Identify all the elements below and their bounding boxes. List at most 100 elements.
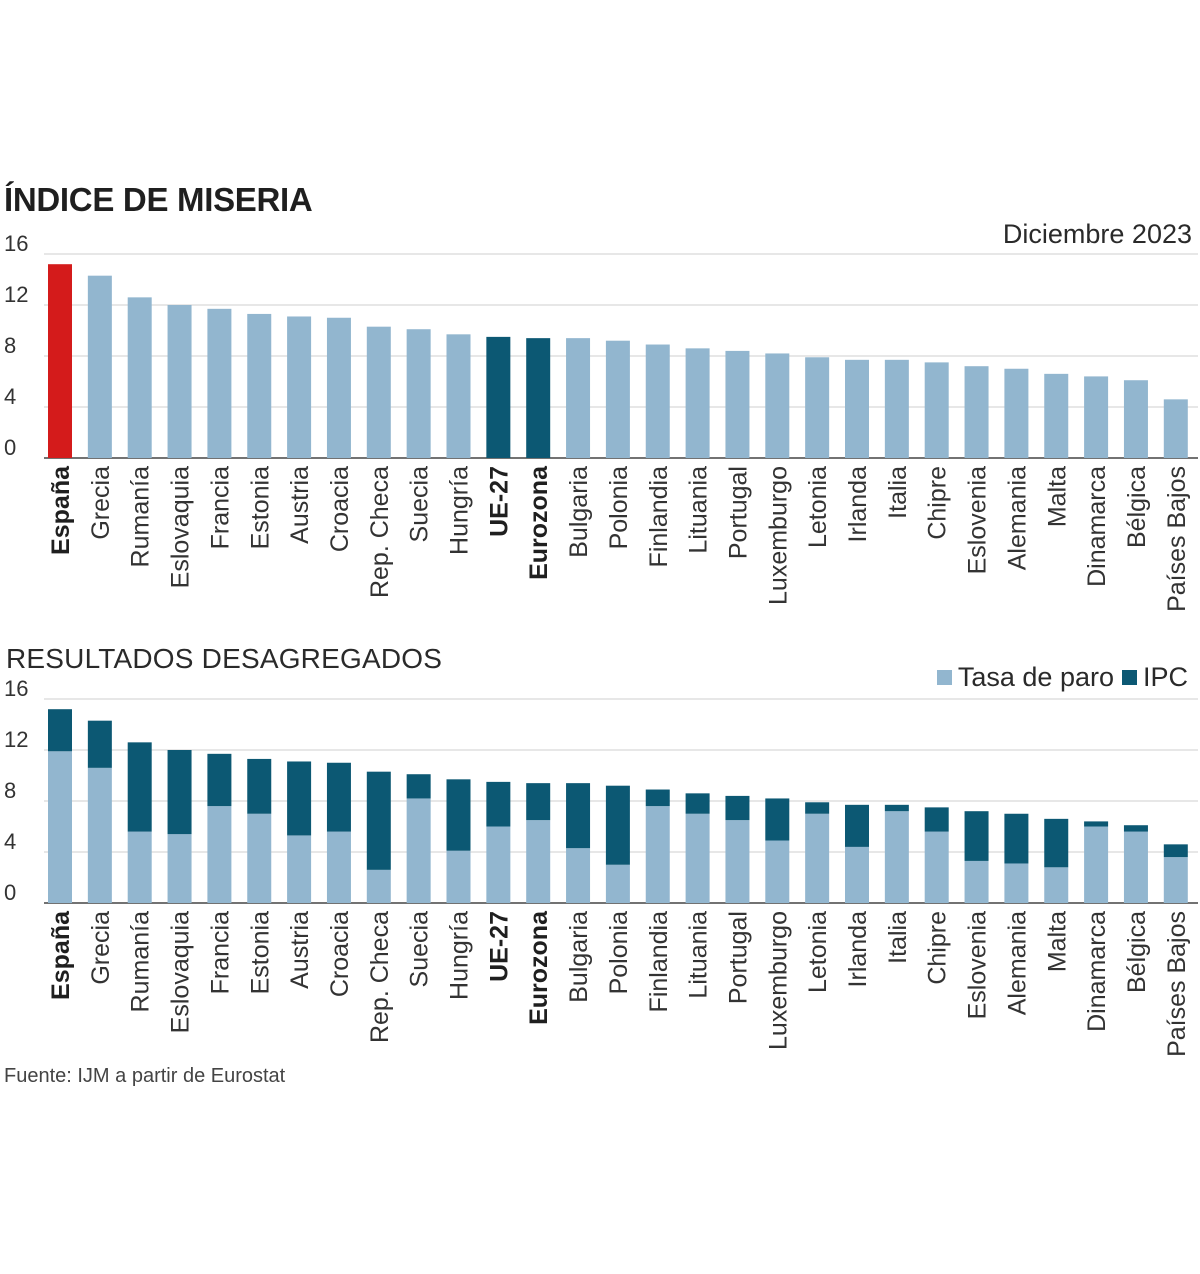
c2-y-tick-16: 16	[4, 676, 28, 701]
c2-x-label-hungria: Hungría	[446, 911, 474, 1000]
c2-bar-alemania-tasa-de-paro	[1004, 863, 1029, 903]
c1-y-tick-4: 4	[4, 384, 16, 409]
c2-x-label-rep-checa: Rep. Checa	[366, 911, 394, 1043]
c2-bar-francia-ipc	[207, 753, 232, 807]
c1-bar-letonia	[805, 357, 830, 458]
c2-bar-austria-ipc	[287, 761, 312, 836]
c2-bar-eslovenia-ipc	[964, 811, 989, 861]
c2-y-tick-0: 0	[4, 880, 16, 905]
c2-bar-paises-bajos-tasa-de-paro	[1163, 857, 1188, 903]
c1-x-label-letonia: Letonia	[804, 466, 832, 548]
c2-bar-finlandia-ipc	[645, 789, 670, 807]
chart-subtitle-date: Diciembre 2023	[1002, 219, 1192, 249]
c2-bar-ue-27-tasa-de-paro	[486, 826, 511, 903]
c2-bar-eurozona-tasa-de-paro	[526, 820, 551, 903]
c2-bar-rep-checa-tasa-de-paro	[366, 869, 391, 903]
c1-x-label-luxemburgo: Luxemburgo	[764, 466, 792, 605]
c1-bar-austria	[287, 316, 312, 458]
c2-bar-letonia-ipc	[805, 802, 830, 814]
c2-bar-suecia-ipc	[406, 774, 431, 799]
c2-bar-italia-tasa-de-paro	[884, 811, 909, 903]
c2-bar-bulgaria-tasa-de-paro	[566, 848, 591, 903]
legend-label-ipc: IPC	[1142, 662, 1188, 692]
c1-bar-malta	[1044, 373, 1069, 458]
c2-bar-estonia-ipc	[247, 758, 272, 814]
c1-x-label-chipre: Chipre	[924, 466, 952, 540]
c1-x-label-hungria: Hungría	[446, 466, 474, 555]
c2-x-label-irlanda: Irlanda	[844, 911, 872, 988]
c2-x-label-croacia: Croacia	[326, 911, 354, 997]
c1-bar-italia	[884, 359, 909, 458]
c2-x-label-ue-27: UE-27	[485, 911, 513, 982]
c2-x-label-chipre: Chipre	[924, 911, 952, 985]
c2-x-label-espana: España	[47, 910, 75, 1000]
c1-bar-suecia	[406, 329, 431, 458]
c1-x-label-estonia: Estonia	[246, 466, 274, 549]
c2-x-label-alemania: Alemania	[1003, 911, 1031, 1015]
c2-x-label-suecia: Suecia	[406, 911, 434, 988]
c2-x-label-polonia: Polonia	[605, 911, 633, 994]
c2-bar-belgica-ipc	[1123, 825, 1148, 832]
c2-bar-hungria-tasa-de-paro	[446, 850, 471, 903]
c2-bar-suecia-tasa-de-paro	[406, 798, 431, 903]
c1-x-label-ue-27: UE-27	[485, 466, 513, 537]
c2-bar-rumania-ipc	[127, 742, 152, 832]
c2-bar-grecia-tasa-de-paro	[87, 767, 112, 903]
chart-title-desagregados: RESULTADOS DESAGREGADOS	[6, 643, 443, 674]
c2-x-label-letonia: Letonia	[804, 911, 832, 993]
c1-x-label-bulgaria: Bulgaria	[565, 466, 593, 558]
c2-bar-rep-checa-ipc	[366, 771, 391, 870]
c2-x-label-luxemburgo: Luxemburgo	[764, 911, 792, 1050]
c2-bar-eslovenia-tasa-de-paro	[964, 860, 989, 903]
c2-bar-malta-tasa-de-paro	[1044, 867, 1069, 903]
c2-bar-irlanda-ipc	[845, 804, 869, 847]
c2-bar-espana-ipc	[48, 709, 72, 752]
c2-bar-croacia-tasa-de-paro	[326, 831, 351, 903]
c2-bar-chipre-tasa-de-paro	[924, 831, 949, 903]
c1-x-label-eslovenia: Eslovenia	[964, 466, 992, 574]
c1-x-label-paises-bajos: Países Bajos	[1163, 466, 1191, 612]
c1-bar-belgica	[1123, 380, 1148, 458]
c2-x-label-austria: Austria	[286, 911, 314, 989]
c2-x-label-eslovaquia: Eslovaquia	[167, 911, 195, 1033]
c2-bar-eslovaquia-tasa-de-paro	[167, 834, 192, 903]
c2-bar-croacia-ipc	[326, 762, 351, 832]
c1-bar-eslovenia	[964, 366, 989, 458]
c2-x-label-lituania: Lituania	[685, 911, 713, 999]
c1-bar-paises-bajos	[1163, 399, 1188, 458]
c2-x-label-dinamarca: Dinamarca	[1083, 911, 1111, 1032]
c1-x-label-suecia: Suecia	[406, 466, 434, 543]
c2-bar-dinamarca-tasa-de-paro	[1084, 826, 1109, 903]
legend-item-paro: Tasa de paro	[936, 662, 1114, 693]
c1-y-tick-0: 0	[4, 435, 16, 460]
c1-bar-alemania	[1004, 368, 1029, 458]
c2-bar-grecia-ipc	[87, 720, 112, 768]
legend-item-ipc: IPC	[1121, 662, 1188, 693]
c2-bar-lituania-tasa-de-paro	[685, 813, 710, 903]
c2-y-tick-8: 8	[4, 778, 16, 803]
c1-x-label-grecia: Grecia	[87, 466, 115, 540]
c1-bar-hungria	[446, 334, 471, 458]
c2-bar-estonia-tasa-de-paro	[247, 813, 272, 903]
c2-bar-malta-ipc	[1044, 818, 1069, 868]
c2-bar-luxemburgo-tasa-de-paro	[765, 840, 790, 903]
c2-x-label-paises-bajos: Países Bajos	[1163, 911, 1191, 1057]
c2-bar-luxemburgo-ipc	[765, 798, 790, 841]
c1-x-label-belgica: Bélgica	[1123, 466, 1151, 548]
legend-swatch-ipc	[1121, 670, 1137, 685]
c2-bar-lituania-ipc	[685, 793, 710, 814]
c1-bar-finlandia	[645, 344, 670, 458]
c1-bar-ue-27	[486, 336, 511, 458]
c1-bar-eurozona	[526, 338, 551, 458]
c1-x-label-italia: Italia	[884, 466, 912, 519]
c1-bar-chipre	[924, 362, 949, 458]
c2-bar-austria-tasa-de-paro	[287, 835, 312, 903]
c2-bar-polonia-ipc	[605, 785, 630, 865]
c1-x-label-croacia: Croacia	[326, 466, 354, 552]
c2-bar-dinamarca-ipc	[1084, 821, 1109, 827]
c2-x-label-finlandia: Finlandia	[645, 911, 673, 1013]
c1-bar-estonia	[247, 313, 272, 458]
source-note: Fuente: IJM a partir de Eurostat	[4, 1065, 286, 1087]
c1-bar-espana	[48, 264, 72, 458]
